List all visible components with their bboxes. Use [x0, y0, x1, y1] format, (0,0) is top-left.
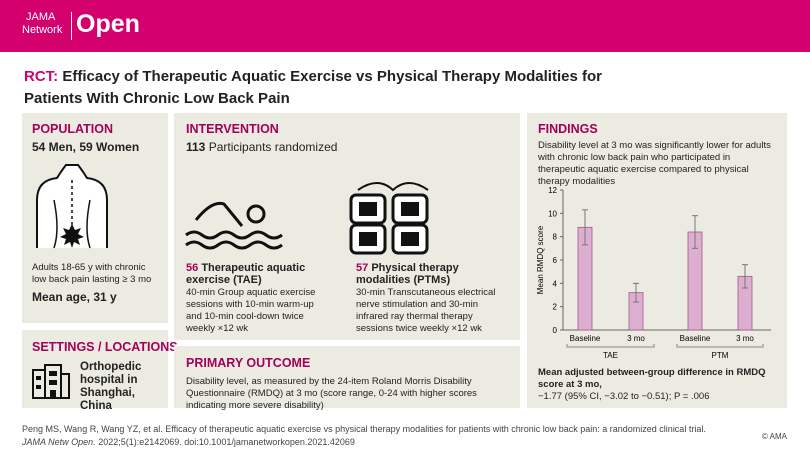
arm-description: 40-min Group aquatic exercise sessions w…	[186, 287, 316, 334]
citation-ref: JAMA Netw Open. 2022;5(1):e2142069. doi:…	[22, 437, 355, 447]
intervention-panel	[174, 113, 520, 340]
summary: −1.77 (95% CI, −3.02 to −0.51); P = .006	[538, 391, 710, 402]
y-tick-label: 6	[553, 256, 558, 265]
findings-text: Disability level at 3 mo was significant…	[538, 140, 771, 187]
y-tick-label: 0	[553, 326, 558, 335]
arm-title: Physical therapy modalities (PTMs)	[356, 262, 459, 286]
x-tick-label: 3 mo	[736, 334, 754, 343]
brand-open: Open	[76, 10, 140, 38]
x-tick-label: Baseline	[680, 334, 711, 343]
settings-panel	[22, 330, 168, 408]
heading: FINDINGS	[538, 122, 598, 136]
group-label: PTM	[712, 351, 729, 360]
y-tick-label: 8	[553, 233, 558, 242]
arm-n: 57	[356, 262, 369, 274]
brand-divider	[71, 12, 72, 40]
findings-panel	[527, 113, 787, 408]
group-bracket	[676, 344, 764, 348]
heading: PRIMARY OUTCOME	[186, 356, 311, 370]
arm-name: 56 Therapeutic aquatic exercise (TAE)	[186, 262, 336, 286]
arm-name: 57 Physical therapy modalities (PTMs)	[356, 262, 506, 286]
citation: Peng MS, Wang R, Wang YZ, et al. Efficac…	[22, 424, 706, 434]
group-bracket	[566, 344, 655, 348]
hospital-icon	[32, 364, 70, 399]
outcome-panel	[174, 346, 520, 408]
copyright: © AMA	[762, 432, 788, 441]
arm-n: 56	[186, 262, 199, 274]
chart: 0 2 4 6 8 10 12 Mean RMDQ score Baseline 3 mo Base…	[536, 186, 771, 360]
x-tick-label: 3 mo	[627, 334, 645, 343]
sex: 54 Men, 59 Women	[32, 140, 140, 154]
outcome-text: Disability level, as measured by the 24-…	[186, 376, 477, 411]
y-axis-label: Mean RMDQ score	[536, 225, 545, 294]
swimmer-icon	[185, 201, 283, 250]
participants-text: Participants randomized	[208, 140, 338, 154]
brand-top: JAMA	[26, 11, 56, 23]
title-label: RCT:	[24, 68, 59, 85]
header-bar	[0, 0, 810, 52]
arm-title: Therapeutic aquatic exercise (TAE)	[186, 262, 306, 286]
tens-icon	[349, 182, 429, 255]
back-icon	[36, 164, 108, 249]
title-text: Efficacy of Therapeutic Aquatic Exercise…	[24, 68, 602, 107]
participants: 113 Participants randomized	[186, 140, 337, 154]
title: RCT: Efficacy of Therapeutic Aquatic Exe…	[24, 66, 664, 110]
group-label: TAE	[603, 351, 618, 360]
brand-bottom: Network	[22, 24, 63, 36]
arm-description: 30-min Transcutaneous electrical nerve s…	[356, 287, 496, 334]
reference: 2022;5(1):e2142069. doi:10.1001/jamanetw…	[98, 437, 355, 447]
x-tick-label: Baseline	[570, 334, 601, 343]
settings-text: Orthopedic hospital in Shanghai, China	[80, 361, 142, 412]
participants-n: 113	[186, 140, 206, 154]
y-tick-label: 2	[553, 303, 558, 312]
y-tick-label: 10	[548, 209, 557, 218]
heading: POPULATION	[32, 122, 114, 136]
description: Adults 18-65 y with chronic low back pai…	[32, 262, 152, 285]
journal: JAMA Netw Open.	[22, 437, 96, 447]
heading: INTERVENTION	[186, 122, 279, 136]
y-tick-label: 12	[548, 186, 557, 195]
y-tick-label: 4	[553, 279, 558, 288]
mean-age: Mean age, 31 y	[32, 290, 117, 304]
summary-heading: Mean adjusted between-group difference i…	[538, 367, 766, 390]
heading: SETTINGS / LOCATIONS	[32, 340, 178, 354]
